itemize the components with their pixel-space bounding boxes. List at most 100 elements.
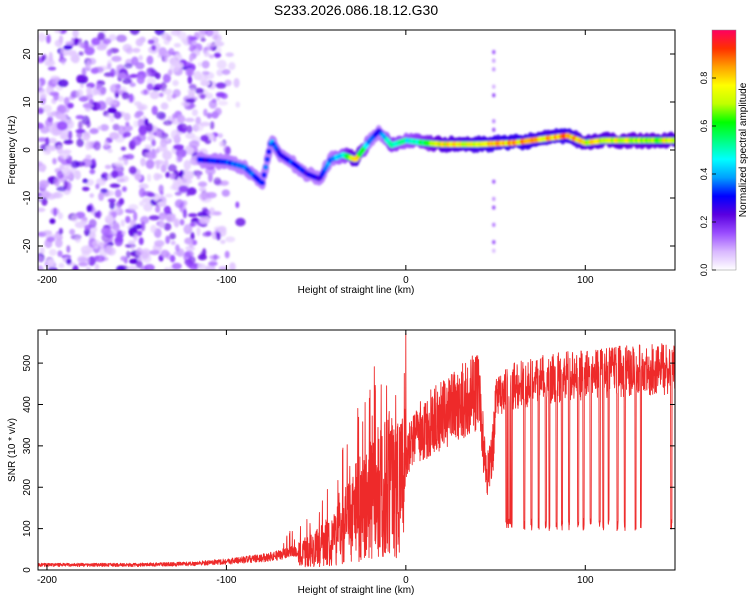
spectrogram-noise-cell (86, 86, 92, 96)
spectrogram-noise-cell (158, 92, 164, 98)
spectrogram-ridge-cell (259, 179, 266, 186)
spectrogram-noise-cell (172, 79, 179, 87)
snr-y-tick-label: 0 (22, 567, 33, 573)
spectrogram-ridge-cell (671, 137, 675, 144)
spectrogram-noise-cell (48, 248, 57, 256)
spectrogram-noise-cell (41, 197, 48, 206)
spectrogram-noise-cell (38, 89, 46, 100)
spectrogram-noise-cell (112, 230, 117, 235)
spectrogram-noise-cell (149, 90, 160, 100)
spectrogram-noise-cell (89, 128, 99, 135)
spectrogram-noise-cell (118, 156, 125, 162)
spectrogram-noise-cell (146, 83, 154, 91)
snr-y-tick-label: 100 (22, 520, 33, 537)
spectrogram-noise-cell (115, 265, 125, 270)
spectrogram-noise-cell (41, 190, 51, 199)
spectrogram-noise-cell (52, 191, 64, 199)
spectrogram-noise-cell (92, 239, 101, 249)
spectrogram-noise-cell (147, 192, 156, 198)
spectrogram-noise-cell (142, 197, 153, 204)
spectrogram-noise-cell (216, 69, 224, 77)
spectrogram-noise-cell (184, 117, 195, 123)
spectrogram-x-tick-label: -200 (37, 275, 57, 286)
spectrogram-noise-cell (100, 174, 106, 179)
spectrogram-noise-cell (165, 171, 171, 178)
spectrogram-streak-cell (491, 84, 496, 89)
spectrogram-noise-cell (133, 211, 138, 222)
spectrogram-noise-cell (209, 121, 215, 130)
spectrogram-noise-cell (155, 159, 161, 170)
spectrogram-noise-cell (67, 102, 74, 109)
spectrogram-noise-cell (73, 37, 79, 46)
spectrogram-noise-cell (138, 237, 144, 246)
spectrogram-noise-cell (151, 139, 156, 147)
colorbar-tick-label: 0.6 (699, 120, 709, 133)
spectrogram-noise-cell (81, 216, 88, 221)
spectrogram-noise-cell (38, 137, 48, 142)
spectrogram-noise-cell (113, 100, 118, 106)
spectrogram-ridge-cell (263, 164, 269, 170)
spectrogram-noise-cell (109, 114, 115, 123)
snr-y-tick-label: 500 (22, 354, 33, 371)
spectrogram-noise-cell (200, 37, 206, 42)
spectrogram-noise-cell (38, 122, 44, 130)
spectrogram-x-ticks: -200 -100 0 100 (37, 30, 594, 286)
spectrogram-noise-cell (205, 192, 217, 199)
spectrogram-noise-cell (146, 55, 154, 65)
spectrogram-noise-cell (177, 123, 188, 133)
spectrogram-noise-cell (91, 231, 96, 238)
spectrogram-noise-cell (75, 115, 85, 120)
spectrogram-noise-cell (157, 200, 167, 208)
spectrogram-noise-cell (187, 75, 193, 85)
spectrogram-noise-cell (76, 138, 84, 147)
spectrogram-noise-cell (171, 93, 177, 99)
spectrogram-noise-cell (154, 148, 160, 154)
spectrogram-noise-cell (49, 91, 60, 97)
spectrogram-noise-cell (164, 267, 170, 270)
spectrogram-noise-cell (166, 35, 172, 42)
colorbar-frame (711, 29, 737, 271)
spectrogram-noise-cell (84, 46, 95, 56)
spectrogram-noise-cell (59, 53, 64, 60)
spectrogram-noise-cell (123, 131, 131, 138)
spectrogram-noise-cell (146, 122, 154, 133)
spectrogram-noise-cell (197, 62, 203, 67)
spectrogram-noise-cell (96, 44, 107, 51)
spectrogram-ridge-cell (266, 148, 272, 155)
spectrogram-noise-cell (235, 201, 240, 209)
spectrogram-noise-cell (127, 240, 136, 246)
spectrogram-noise-cell (56, 186, 67, 192)
colorbar-tick-label: 0.2 (699, 216, 709, 229)
spectrogram-noise-cell (105, 113, 111, 118)
spectrogram-noise-cell (174, 199, 185, 209)
spectrogram-noise-cell (57, 250, 63, 257)
spectrogram-noise-cell (130, 245, 135, 251)
spectrogram-noise-cell (211, 34, 219, 40)
spectrogram-noise-cell (188, 213, 198, 218)
spectrogram-noise-cell (189, 241, 194, 248)
spectrogram-noise-cell (71, 214, 79, 223)
spectrogram-x-axis-label: Height of straight line (km) (298, 285, 415, 296)
spectrogram-noise-cell (125, 215, 131, 224)
spectrogram-noise-cell (58, 227, 64, 235)
spectrogram-noise-cell (78, 262, 89, 267)
spectrogram-noise-cell (215, 232, 221, 241)
spectrogram-noise-cell (85, 154, 92, 160)
spectrogram-noise-cell (135, 247, 143, 257)
spectrogram-noise-cell (57, 95, 65, 102)
spectrogram-noise-cell (165, 252, 172, 260)
spectrogram-noise-cell (208, 54, 215, 59)
spectrogram-noise-cell (201, 207, 209, 213)
spectrogram-noise-cell (63, 96, 70, 106)
spectrogram-noise-cell (203, 108, 208, 117)
spectrogram-noise-cell (114, 236, 123, 247)
spectrogram-noise-cell (171, 113, 177, 119)
spectrogram-y-tick-label: 10 (22, 96, 33, 108)
spectrogram-noise-cell (48, 51, 53, 62)
spectrogram-noise-cell (38, 207, 46, 213)
spectrogram-noise-cell (165, 235, 171, 244)
spectrogram-noise-cell (49, 218, 56, 225)
colorbar-tick-label: 0.0 (699, 264, 709, 277)
spectrogram-noise-cell (104, 164, 112, 170)
spectrogram-noise-cell (89, 169, 96, 175)
